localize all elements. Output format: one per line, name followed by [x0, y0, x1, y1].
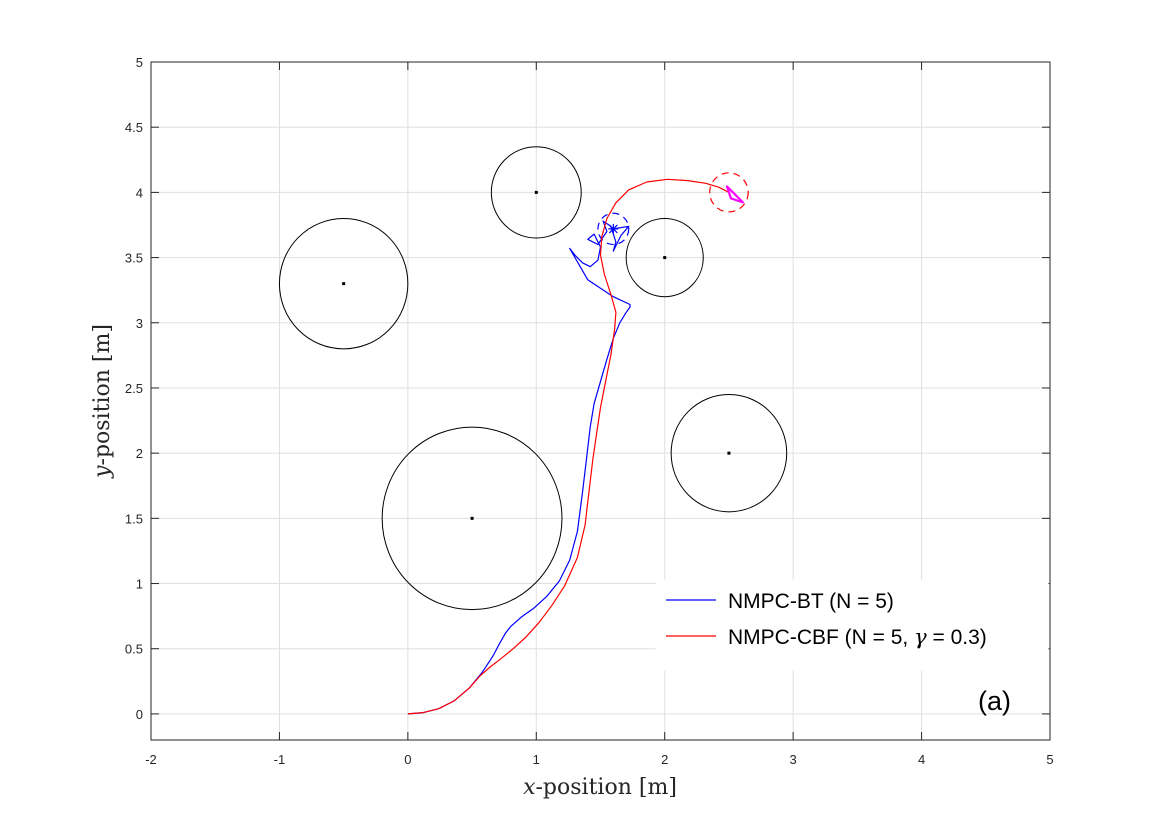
x-tick-label-4: 2	[661, 752, 668, 767]
y-tick-label-0: 0	[136, 707, 143, 722]
series-line-1	[407, 178, 730, 715]
x-tick-label-6: 4	[918, 752, 925, 767]
x-tick-label-0: -2	[145, 752, 157, 767]
x-tick-labels: -2 -1 0 1 2 3 4 5	[145, 62, 1054, 767]
y-tick-label-8: 4	[136, 185, 143, 200]
y-tick-labels: 0 0.5 1 1.5 2 2.5 3 3.5 4 4.5 5	[125, 55, 1050, 722]
obstacle-center-1	[534, 190, 538, 194]
obstacle-circle-4	[670, 393, 788, 513]
obstacle-circle-1	[490, 146, 582, 239]
y-tick-label-9: 4.5	[125, 120, 143, 135]
obstacle-center-3	[470, 516, 474, 520]
obstacle-circle-0	[278, 217, 409, 350]
panel-label: (a)	[978, 686, 1011, 716]
target-markers	[608, 185, 745, 234]
target-circles	[597, 172, 749, 246]
y-tick-label-3: 1.5	[125, 511, 143, 526]
obstacles	[278, 146, 788, 611]
obstacle-circle-3	[381, 426, 563, 611]
obstacle-center-2	[663, 256, 667, 260]
axes-box	[150, 61, 1051, 741]
x-tick-label-7: 5	[1046, 752, 1053, 767]
x-tick-label-2: 0	[404, 752, 411, 767]
y-tick-label-4: 2	[136, 446, 143, 461]
obstacle-center-0	[342, 282, 346, 286]
y-tick-label-6: 3	[136, 316, 143, 331]
series-lines	[407, 178, 730, 715]
legend-box	[655, 579, 1049, 671]
y-tick-label-7: 3.5	[125, 251, 143, 266]
y-tick-label-10: 5	[136, 55, 143, 70]
x-axis-label: x-position [m]	[523, 775, 677, 800]
x-tick-label-1: -1	[274, 752, 286, 767]
cbf-final-marker	[725, 185, 745, 204]
y-tick-label-5: 2.5	[125, 381, 143, 396]
target-circle-1	[709, 172, 749, 213]
y-tick-label-2: 1	[136, 577, 143, 592]
y-tick-label-1: 0.5	[125, 642, 143, 657]
x-tick-label-3: 1	[533, 752, 540, 767]
legend-label-cbf: NMPC-CBF (N = 5, γ = 0.3)	[728, 625, 987, 649]
y-axis-label: y-position [m]	[90, 324, 115, 479]
legend-label-bt: NMPC-BT (N = 5)	[728, 590, 894, 613]
series-line-0	[407, 220, 631, 715]
obstacle-circle-2	[625, 217, 704, 298]
bt-final-marker	[608, 223, 619, 234]
target-circle-0	[597, 212, 630, 246]
legend: NMPC-BT (N = 5) NMPC-CBF (N = 5, γ = 0.3…	[655, 579, 1049, 671]
x-tick-label-5: 3	[790, 752, 797, 767]
obstacle-center-4	[727, 451, 731, 455]
